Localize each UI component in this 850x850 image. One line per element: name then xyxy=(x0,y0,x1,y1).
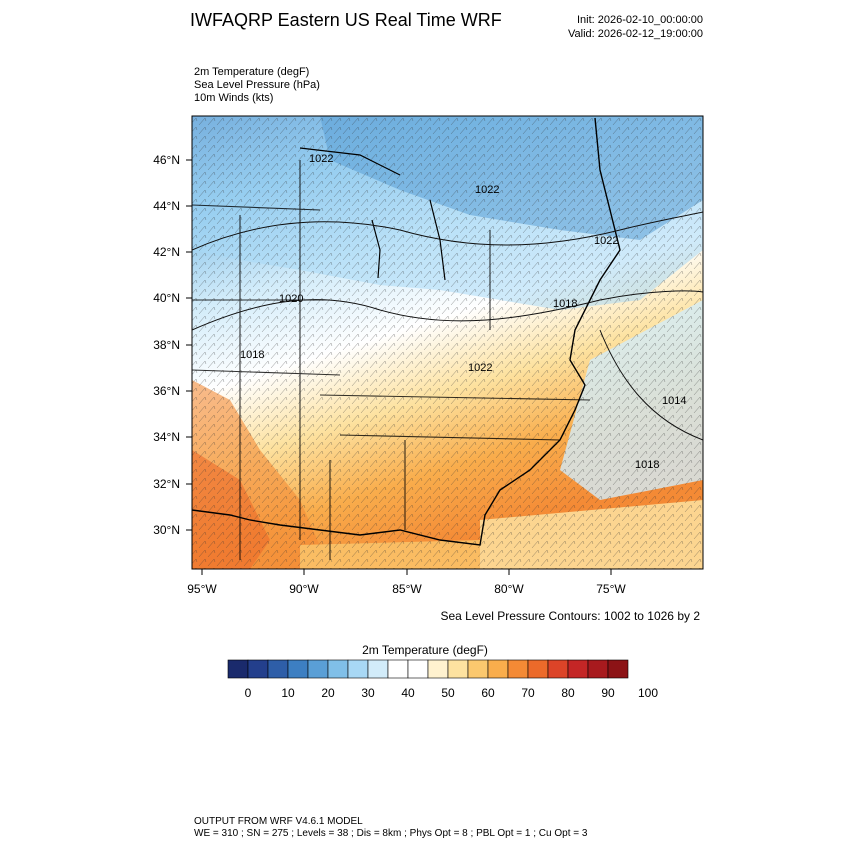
colorbar-tick-label: 70 xyxy=(521,686,535,700)
pressure-label: 1022 xyxy=(475,184,499,196)
colorbar-tick-label: 40 xyxy=(401,686,415,700)
colorbar-tick-label: 10 xyxy=(281,686,295,700)
colorbar-swatch xyxy=(607,659,629,679)
colorbar-tick-label: 100 xyxy=(638,686,658,700)
pressure-label: 1022 xyxy=(309,153,333,165)
field-label-pressure: Sea Level Pressure (hPa) xyxy=(194,79,320,91)
lat-label: 34°N xyxy=(153,430,180,444)
colorbar-swatch xyxy=(347,659,369,679)
colorbar-tick-label: 30 xyxy=(361,686,375,700)
map-frame xyxy=(191,115,704,570)
great-lakes-shoreline xyxy=(299,147,446,281)
colorbar-tick-label: 90 xyxy=(601,686,615,700)
colorbar-swatch xyxy=(287,659,309,679)
isobar xyxy=(599,329,703,441)
isobar xyxy=(192,211,703,251)
pressure-label: 1018 xyxy=(240,349,264,361)
valid-time: Valid: 2026-02-12_19:00:00 xyxy=(568,28,703,40)
colorbar-swatch xyxy=(587,659,609,679)
pressure-label: 1018 xyxy=(553,298,577,310)
colorbar-swatch xyxy=(247,659,269,679)
colorbar-swatch xyxy=(447,659,469,679)
colorbar-swatch xyxy=(327,659,349,679)
colorbar-swatch xyxy=(387,659,409,679)
model-info-line-1: OUTPUT FROM WRF V4.6.1 MODEL xyxy=(194,816,363,827)
field-label-temperature: 2m Temperature (degF) xyxy=(194,66,310,78)
state-borders xyxy=(192,160,591,560)
wind-barbs xyxy=(192,116,703,569)
lat-label: 46°N xyxy=(153,153,180,167)
lat-label: 36°N xyxy=(153,384,180,398)
colorbar-swatch xyxy=(307,659,329,679)
pressure-label: 1022 xyxy=(594,235,618,247)
page-title: IWFAQRP Eastern US Real Time WRF xyxy=(190,10,502,30)
colorbar-tick-label: 0 xyxy=(245,686,252,700)
colorbar-tick-label: 50 xyxy=(441,686,455,700)
coastline xyxy=(192,117,621,546)
colorbar-swatch xyxy=(467,659,489,679)
lat-label: 32°N xyxy=(153,477,180,491)
colorbar-swatch xyxy=(267,659,289,679)
colorbar-tick-label: 80 xyxy=(561,686,575,700)
colorbar-tick-label: 20 xyxy=(321,686,335,700)
isobar xyxy=(192,290,703,331)
colorbar-tick-label: 60 xyxy=(481,686,495,700)
pressure-label: 1014 xyxy=(662,395,686,407)
lon-label: 85°W xyxy=(392,582,422,596)
lon-label: 80°W xyxy=(494,582,524,596)
temperature-colorbar: 0 10 20 30 40 50 60 70 80 90 100 xyxy=(227,659,659,700)
contours-note: Sea Level Pressure Contours: 1002 to 102… xyxy=(440,609,701,623)
colorbar-swatch xyxy=(407,659,429,679)
colorbar-swatch xyxy=(527,659,549,679)
colorbar-swatch xyxy=(547,659,569,679)
latitude-axis: 46°N 44°N 42°N 40°N 38°N 36°N 34°N 32°N … xyxy=(153,153,192,537)
colorbar-swatches xyxy=(227,659,629,679)
lat-label: 44°N xyxy=(153,199,180,213)
colorbar-swatch xyxy=(227,659,249,679)
lat-label: 30°N xyxy=(153,523,180,537)
colorbar-swatch xyxy=(487,659,509,679)
pressure-label: 1020 xyxy=(279,293,303,305)
lon-label: 75°W xyxy=(596,582,626,596)
colorbar-swatch xyxy=(427,659,449,679)
lat-label: 42°N xyxy=(153,245,180,259)
lat-label: 38°N xyxy=(153,338,180,352)
lat-label: 40°N xyxy=(153,291,180,305)
colorbar-title: 2m Temperature (degF) xyxy=(362,643,488,657)
colorbar-labels: 0 10 20 30 40 50 60 70 80 90 100 xyxy=(245,686,659,700)
colorbar-swatch xyxy=(367,659,389,679)
weather-map: 46°N 44°N 42°N 40°N 38°N 36°N 34°N 32°N … xyxy=(153,115,704,596)
colorbar-swatch xyxy=(567,659,589,679)
init-time: Init: 2026-02-10_00:00:00 xyxy=(577,14,703,26)
longitude-axis: 95°W 90°W 85°W 80°W 75°W xyxy=(187,569,626,596)
model-info-line-2: WE = 310 ; SN = 275 ; Levels = 38 ; Dis … xyxy=(194,828,588,839)
pressure-labels: 1022 1022 1022 1020 1018 1018 1022 1014 … xyxy=(240,153,686,471)
pressure-label: 1022 xyxy=(468,362,492,374)
field-label-winds: 10m Winds (kts) xyxy=(194,92,274,104)
lon-label: 95°W xyxy=(187,582,217,596)
pressure-label: 1018 xyxy=(635,459,659,471)
lon-label: 90°W xyxy=(289,582,319,596)
colorbar-swatch xyxy=(507,659,529,679)
